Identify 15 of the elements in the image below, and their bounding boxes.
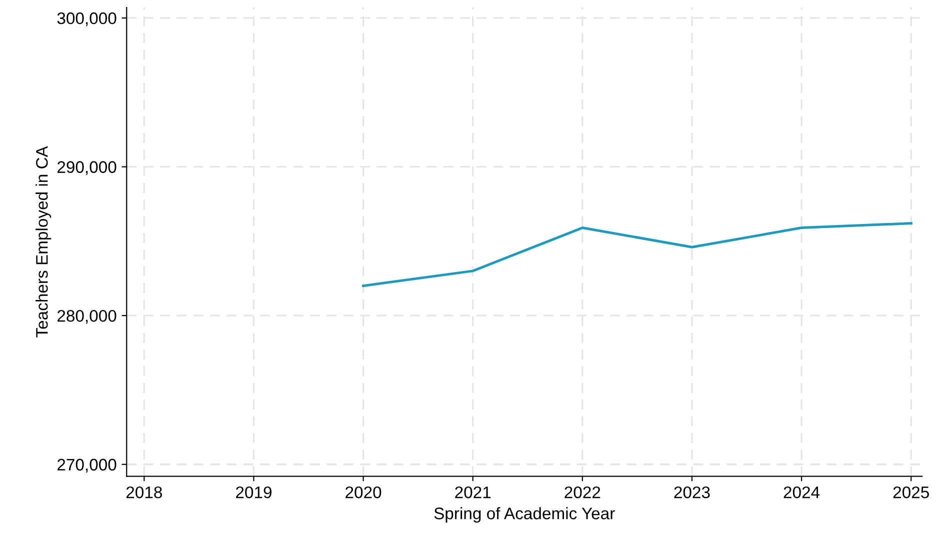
y-tick-label: 300,000: [57, 12, 116, 26]
y-tick-label: 270,000: [58, 458, 116, 473]
y-axis-title: Teachers Employed in CA: [36, 146, 52, 338]
y-tick-label: 280,000: [58, 310, 116, 324]
x-tick-label: 2023: [674, 486, 710, 498]
x-tick-label: 2025: [893, 486, 929, 498]
line-series: [362, 222, 912, 288]
x-tick-label: 2019: [236, 486, 272, 498]
x-tick-label: 2022: [564, 486, 600, 498]
x-axis-title: Spring of Academic Year: [434, 507, 615, 523]
y-tick-label: 290,000: [58, 161, 116, 175]
x-tick-label: 2024: [784, 486, 820, 498]
x-tick-label: 2021: [455, 486, 491, 498]
x-tick-label: 2020: [346, 486, 382, 498]
x-tick-label: 2018: [126, 486, 162, 498]
